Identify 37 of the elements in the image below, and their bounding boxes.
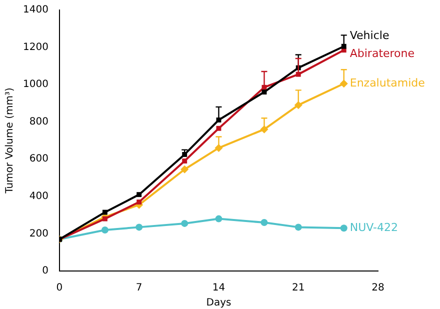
x-axis-title: Days (206, 298, 232, 309)
series-label: Vehicle (350, 29, 390, 42)
y-axis-title: Tumor Volume (mm³) (4, 88, 16, 194)
y-tick-label: 1400 (22, 4, 48, 16)
x-tick-label: 0 (56, 282, 63, 294)
point (102, 216, 108, 222)
x-tick-label: 21 (292, 282, 305, 294)
series-label: Abiraterone (350, 46, 415, 60)
series-label: NUV-422 (350, 220, 398, 234)
point (341, 44, 346, 49)
x-tick-label: 7 (136, 282, 142, 294)
point (182, 158, 188, 164)
point (296, 72, 301, 77)
point (182, 152, 188, 157)
point (216, 126, 222, 131)
point (136, 224, 143, 231)
x-tick-label: 14 (212, 282, 226, 294)
point (262, 90, 267, 95)
point (181, 220, 188, 227)
point (136, 200, 142, 204)
y-tick-label: 200 (29, 228, 48, 240)
y-tick-label: 800 (29, 116, 48, 128)
y-tick-label: 1000 (22, 79, 48, 90)
y-tick-label: 1200 (22, 42, 48, 53)
point (101, 226, 108, 234)
point (340, 224, 348, 232)
y-tick-label: 600 (29, 154, 48, 165)
series-label: Enzalutamide (350, 76, 426, 90)
point (180, 165, 189, 174)
point (294, 224, 302, 231)
point (260, 219, 268, 226)
y-tick-label: 0 (42, 266, 48, 277)
x-tick-label: 28 (372, 282, 384, 294)
point (215, 215, 222, 222)
point (102, 210, 108, 215)
y-tick-label: 400 (29, 191, 48, 202)
point (136, 192, 142, 198)
